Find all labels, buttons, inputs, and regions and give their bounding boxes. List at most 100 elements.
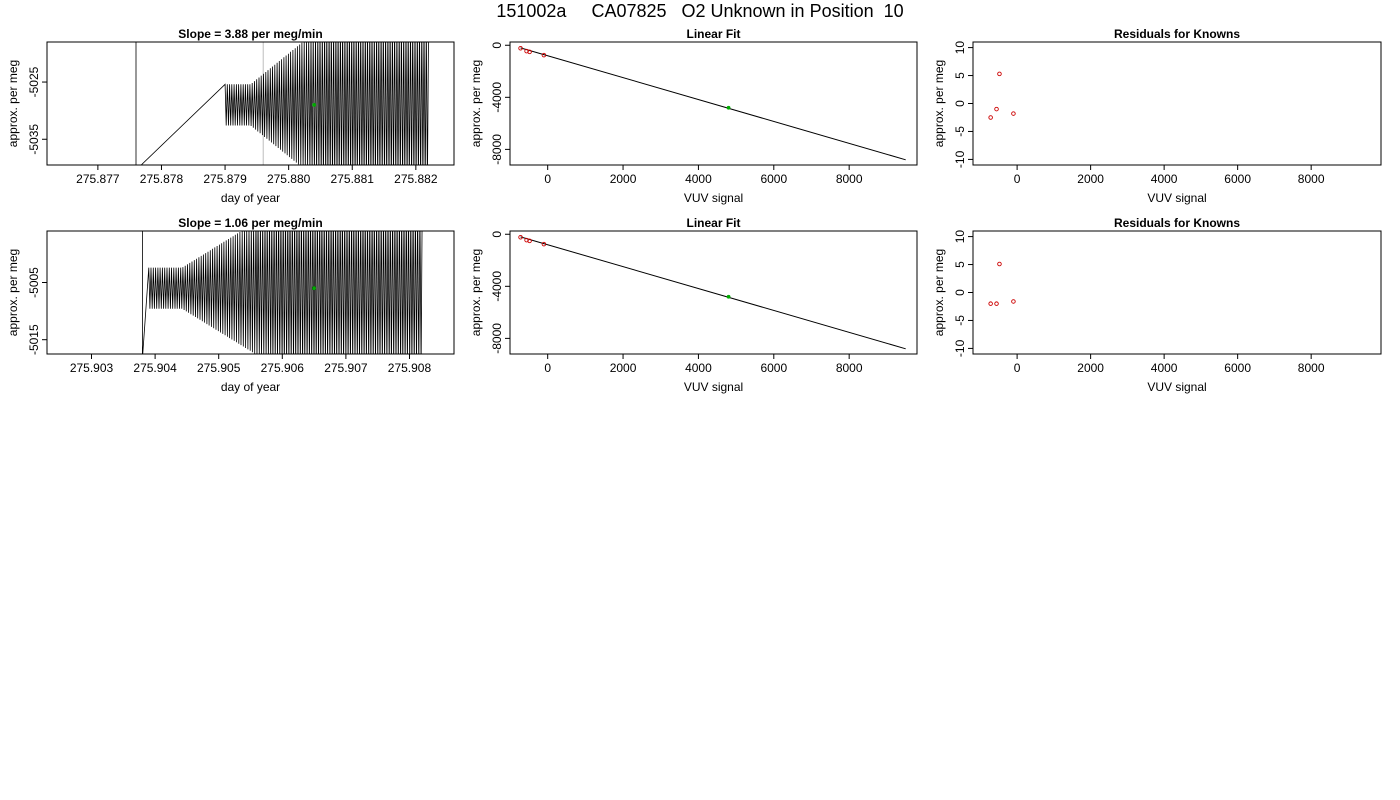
x-tick-label: 8000 — [1298, 361, 1325, 375]
y-axis-label: approx. per meg — [932, 60, 946, 147]
x-tick-label: 275.881 — [331, 172, 375, 186]
y-tick-label: 10 — [953, 230, 967, 244]
y-tick-label: -10 — [953, 150, 967, 168]
known-point — [988, 301, 993, 306]
x-tick-label: 0 — [544, 172, 551, 186]
y-tick-label: 10 — [953, 41, 967, 55]
x-tick-label: 6000 — [760, 172, 787, 186]
known-point — [1011, 299, 1016, 304]
x-axis-label: VUV signal — [684, 380, 743, 394]
panel-1: 275.877 275.878 275.879 275.880 275.881 275.8… — [6, 27, 455, 205]
x-tick-label: 275.903 — [70, 361, 114, 375]
y-tick-label: -5035 — [27, 124, 41, 155]
plot-title: Linear Fit — [686, 216, 740, 230]
fit-line — [520, 47, 906, 161]
panel-6: 0 2000 4000 6000 8000 10 5 0 -5 -10 Residuals for … — [932, 216, 1382, 394]
known-point — [1011, 111, 1016, 116]
unknown-point — [726, 105, 731, 110]
unknown-point — [312, 286, 316, 291]
plot-frame — [972, 41, 1382, 166]
plot-marks — [518, 45, 906, 161]
y-axis-label: approx. per meg — [6, 249, 20, 336]
plot-frame — [972, 230, 1382, 355]
fit-line — [520, 236, 906, 350]
panel-3: 0 2000 4000 6000 8000 10 5 0 -5 -10 Residuals for … — [932, 27, 1382, 205]
x-tick-label: 8000 — [836, 172, 863, 186]
y-tick-label: 0 — [953, 100, 967, 107]
y-tick-label: -8000 — [490, 323, 504, 354]
y-tick-label: -5025 — [27, 66, 41, 97]
x-tick-label: 275.880 — [267, 172, 311, 186]
x-tick-label: 4000 — [1151, 361, 1178, 375]
data-trace — [135, 42, 429, 165]
x-tick-label: 4000 — [685, 361, 712, 375]
x-tick-label: 0 — [1014, 172, 1021, 186]
y-tick-label: -5 — [953, 315, 967, 326]
x-axis-label: VUV signal — [684, 191, 743, 205]
x-tick-label: 2000 — [610, 361, 637, 375]
y-axis-label: approx. per meg — [469, 60, 483, 147]
x-tick-label: 4000 — [685, 172, 712, 186]
y-tick-label: -5015 — [27, 324, 41, 355]
x-tick-label: 6000 — [1224, 172, 1251, 186]
x-tick-label: 275.908 — [388, 361, 432, 375]
x-tick-label: 275.904 — [133, 361, 177, 375]
plot-frame — [46, 230, 455, 355]
known-point — [541, 52, 547, 58]
x-axis-label: VUV signal — [1147, 191, 1206, 205]
x-tick-label: 275.878 — [140, 172, 184, 186]
known-point — [527, 238, 532, 244]
y-tick-label: 5 — [953, 261, 967, 268]
y-tick-label: 0 — [490, 231, 504, 238]
known-point — [997, 71, 1002, 77]
data-trace — [141, 231, 423, 354]
y-axis-label: approx. per meg — [469, 249, 483, 336]
unknown-point — [312, 103, 316, 107]
y-axis-label: approx. per meg — [6, 60, 20, 147]
x-tick-label: 0 — [544, 361, 551, 375]
x-tick-label: 275.907 — [324, 361, 368, 375]
known-point — [541, 241, 547, 247]
known-point — [527, 49, 532, 55]
plot-marks — [988, 71, 1016, 120]
known-point — [988, 115, 993, 120]
y-tick-label: 0 — [953, 289, 967, 296]
plot-frame — [509, 230, 918, 355]
plot-frame — [509, 41, 918, 166]
x-tick-label: 275.905 — [197, 361, 241, 375]
x-tick-label: 6000 — [760, 361, 787, 375]
known-point — [994, 106, 999, 112]
plot-marks — [141, 231, 423, 354]
y-tick-label: 5 — [953, 72, 967, 79]
plot-marks — [988, 261, 1016, 306]
plot-marks — [518, 234, 906, 350]
known-point — [997, 261, 1002, 267]
y-tick-label: -5 — [953, 126, 967, 137]
y-tick-label: 0 — [490, 42, 504, 49]
x-tick-label: 275.882 — [394, 172, 438, 186]
page-title: 151002a CA07825 O2 Unknown in Position 1… — [496, 1, 904, 21]
known-point — [518, 234, 523, 240]
known-point — [994, 301, 999, 306]
x-tick-label: 8000 — [1298, 172, 1325, 186]
known-point — [518, 45, 523, 51]
plot-title: Residuals for Knowns — [1114, 216, 1240, 230]
x-tick-label: 275.877 — [76, 172, 120, 186]
panel-2: 0 2000 4000 6000 8000 0 -4000 -8000 Linear Fit VU… — [469, 27, 918, 205]
y-tick-label: -5005 — [27, 267, 41, 298]
x-tick-label: 275.879 — [203, 172, 247, 186]
x-tick-label: 6000 — [1224, 361, 1251, 375]
unknown-point — [726, 294, 731, 299]
plot-title: Slope = 3.88 per meg/min — [178, 27, 322, 41]
panel-4: 275.903 275.904 275.905 275.906 275.907 275.9… — [6, 216, 455, 394]
x-tick-label: 0 — [1014, 361, 1021, 375]
x-tick-label: 8000 — [836, 361, 863, 375]
x-tick-label: 2000 — [610, 172, 637, 186]
y-axis-label: approx. per meg — [932, 249, 946, 336]
y-tick-label: -4000 — [490, 82, 504, 113]
x-tick-label: 2000 — [1077, 361, 1104, 375]
x-tick-label: 275.906 — [261, 361, 305, 375]
plot-title: Residuals for Knowns — [1114, 27, 1240, 41]
y-tick-label: -4000 — [490, 271, 504, 302]
